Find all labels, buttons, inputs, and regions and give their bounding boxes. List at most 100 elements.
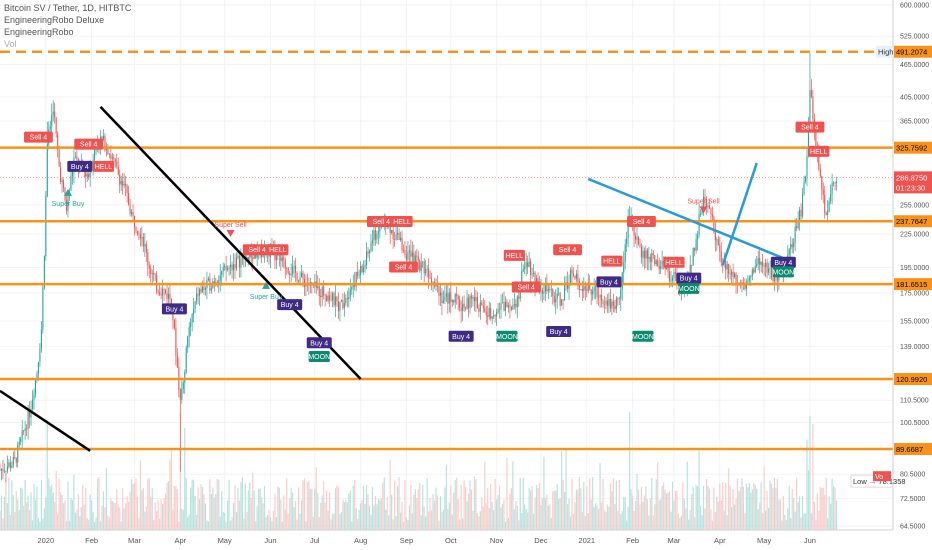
volume-bar [92,512,94,530]
candle-body [60,166,62,183]
buy-signal-label: Buy 4 [281,302,299,309]
volume-bar [778,499,780,530]
y-tick-label: 465.0000 [900,62,929,69]
volume-bar [30,492,32,530]
candle-body [45,196,47,257]
candle-body [289,273,291,276]
level-price-tag [894,443,932,456]
volume-bar [46,420,48,530]
candle-body [831,183,833,194]
candle-body [324,295,326,297]
volume-bar [566,504,569,530]
volume-bar [371,486,374,530]
volume-bar [159,518,161,530]
volume-bar [791,488,793,530]
volume-bar [606,504,609,530]
candle-body [574,276,576,279]
volume-bar [175,485,177,530]
candle-body [766,262,768,273]
volume-bar [15,491,17,530]
volume-bar [280,499,282,530]
candle-body [612,301,614,306]
volume-bar [671,481,674,530]
volume-bar [559,498,561,530]
volume-bar [222,511,224,530]
buy-signal-box [67,160,93,172]
volume-bar [597,508,600,530]
candle-body [207,278,209,281]
candle-body [363,267,365,272]
volume-bar [501,503,504,530]
volume-bar [779,499,781,530]
candle-body [361,266,363,272]
volume-bar [766,490,768,530]
candle-body [435,285,437,287]
candle-body [399,237,402,241]
volume-bar [34,500,37,530]
candle-body [624,244,626,263]
candle-body [20,438,22,443]
volume-bar [525,509,527,530]
volume-bar [677,513,680,530]
candle-body [164,289,167,294]
candle-body [825,213,827,215]
candle-body [299,277,301,282]
volume-bar [212,487,214,530]
volume-bar [173,486,176,530]
candle-body [553,295,555,303]
candle-body [255,253,257,258]
volume-bar [364,504,366,530]
candle-body [138,233,140,235]
candle-body [237,255,239,258]
candle-body [187,336,189,348]
volume-bar [261,497,263,530]
volume-bar [64,500,66,530]
candle-body [654,255,656,265]
candle-body [391,230,393,233]
volume-bar [164,493,167,530]
candle-body [757,258,759,264]
volume-bar [550,517,552,530]
volume-bar [797,502,799,530]
candle-body [298,280,300,282]
candle-body [586,289,588,291]
volume-bar [138,517,140,530]
volume-bar [314,488,316,530]
volume-bar [547,505,549,530]
volume-bar [110,498,112,530]
candle-body [473,297,475,301]
volume-bar [691,493,693,530]
candle-body [596,286,598,298]
volume-bar [549,504,551,530]
candle-body [571,269,573,274]
volume-bar [563,492,566,530]
sell-signal-box [24,131,53,143]
moon-signal-box [772,266,794,278]
candle-body [142,236,144,247]
volume-bar [300,500,303,530]
volume-bar [769,480,771,530]
candle-body [575,273,577,279]
candle-body [531,273,533,275]
volume-bar [504,521,507,530]
volume-bar [636,473,638,530]
volume-bar [249,482,251,530]
volume-bar [380,498,382,530]
volume-bar [17,499,19,530]
volume-bar [516,505,518,530]
candle-body [116,161,118,167]
volume-bar [699,506,702,530]
volume-bar [537,488,539,530]
candle-body [750,275,752,278]
volume-bar [275,517,277,530]
candle-body [587,282,589,291]
candle-body [509,305,511,308]
volume-bar [540,504,542,530]
candle-body [104,136,106,151]
candle-body [105,148,107,151]
candle-body [512,305,514,310]
candle-body [528,261,530,267]
volume-bar [631,495,634,530]
y-tick-label: 255.0000 [900,202,929,209]
